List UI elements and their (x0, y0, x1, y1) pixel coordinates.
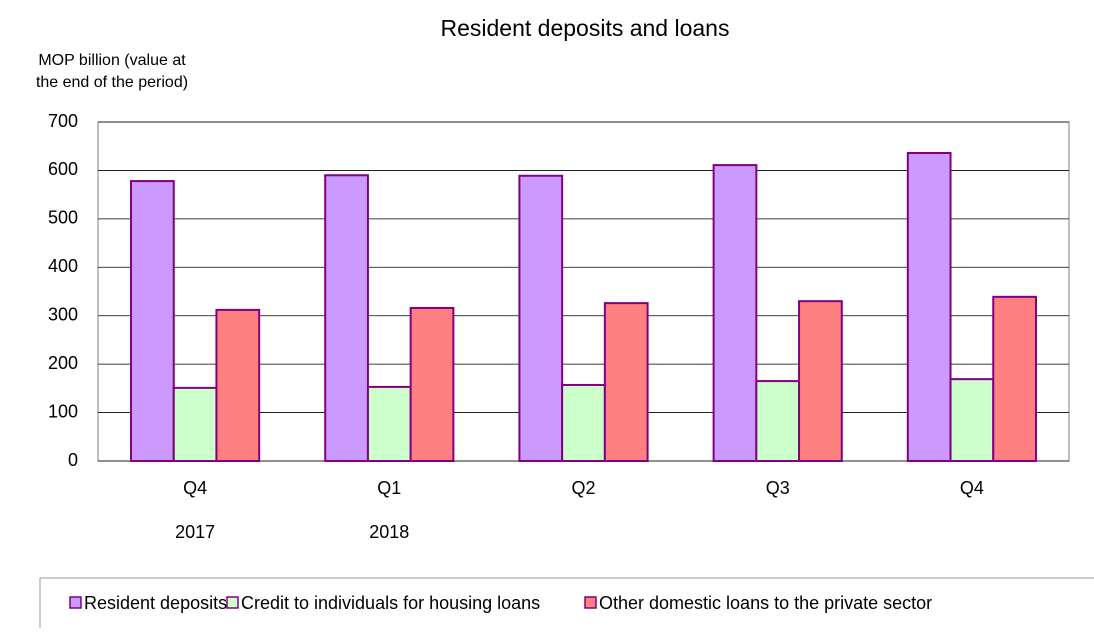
y-tick-label: 100 (48, 401, 78, 421)
legend-swatch (584, 596, 597, 609)
bar (215, 308, 261, 462)
bar (603, 302, 649, 462)
x-group-label: 2018 (369, 522, 409, 542)
x-tick-label: Q4 (183, 478, 207, 498)
legend-swatch (69, 596, 82, 609)
x-tick-label: Q2 (571, 478, 595, 498)
bar (798, 300, 843, 462)
bar (561, 383, 606, 462)
y-tick-label: 0 (68, 450, 78, 470)
y-axis-label: MOP billion (value at (38, 52, 186, 69)
x-tick-label: Q4 (960, 478, 984, 498)
bar (130, 180, 175, 462)
x-group-label: 2017 (175, 522, 215, 542)
bar (712, 164, 758, 462)
legend-label: Resident deposits (84, 593, 227, 613)
bar (366, 385, 412, 463)
y-tick-label: 700 (48, 111, 78, 131)
bar (518, 174, 564, 462)
y-tick-label: 500 (48, 208, 78, 228)
bar (906, 151, 952, 462)
bar (324, 174, 369, 462)
chart-title: Resident deposits and loans (441, 15, 730, 41)
bar (755, 380, 801, 463)
legend-label: Other domestic loans to the private sect… (599, 593, 932, 613)
legend-swatch (226, 596, 239, 609)
x-tick-label: Q1 (377, 478, 401, 498)
bar (409, 306, 455, 463)
y-tick-label: 300 (48, 304, 78, 324)
bar (949, 378, 995, 462)
y-tick-label: 200 (48, 353, 78, 373)
y-tick-label: 400 (48, 256, 78, 276)
bar (992, 295, 1037, 462)
y-tick-label: 600 (48, 159, 78, 179)
legend-label: Credit to individuals for housing loans (241, 593, 540, 613)
x-tick-label: Q3 (766, 478, 790, 498)
bar (172, 386, 218, 463)
y-axis-label: the end of the period) (36, 74, 188, 91)
